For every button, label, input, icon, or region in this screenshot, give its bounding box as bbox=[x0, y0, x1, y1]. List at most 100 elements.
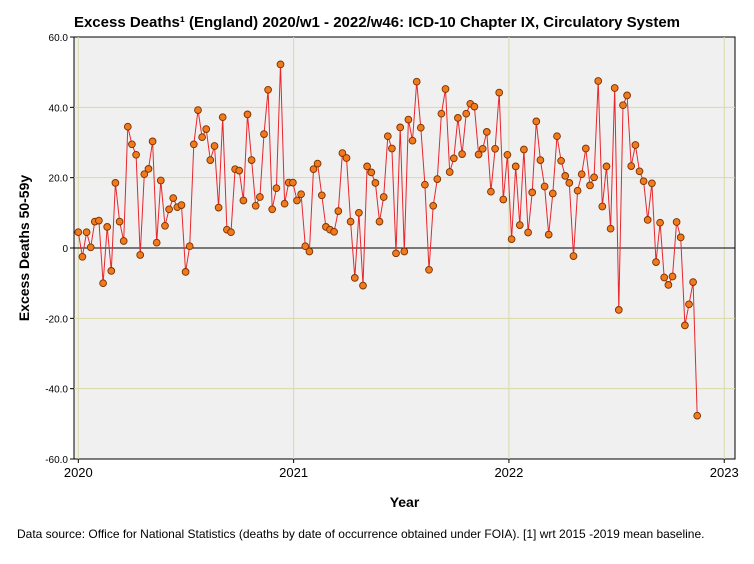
data-point bbox=[301, 242, 310, 251]
data-point bbox=[668, 272, 677, 281]
data-point bbox=[635, 167, 644, 176]
data-point bbox=[371, 179, 380, 187]
data-point bbox=[78, 252, 87, 261]
data-point bbox=[243, 110, 252, 119]
data-source-footnote: Data source: Office for National Statist… bbox=[17, 527, 705, 541]
data-point bbox=[458, 150, 466, 158]
data-point bbox=[441, 85, 450, 93]
data-point bbox=[425, 265, 433, 274]
data-point bbox=[189, 140, 198, 149]
chart-title: Excess Deaths¹ (England) 2020/w1 - 2022/… bbox=[74, 14, 680, 31]
data-point bbox=[689, 278, 697, 286]
data-point bbox=[388, 144, 396, 153]
data-point bbox=[652, 258, 660, 266]
data-point bbox=[598, 202, 607, 211]
data-point bbox=[363, 162, 371, 171]
data-point bbox=[177, 201, 186, 209]
data-point bbox=[383, 132, 392, 141]
data-point bbox=[524, 228, 532, 237]
data-point bbox=[334, 207, 343, 215]
data-point bbox=[664, 281, 673, 289]
data-point bbox=[111, 179, 120, 187]
data-point bbox=[610, 84, 619, 92]
data-point bbox=[181, 268, 190, 276]
data-point bbox=[660, 273, 669, 282]
data-point bbox=[454, 114, 462, 122]
data-point bbox=[495, 88, 504, 97]
data-point bbox=[693, 411, 702, 420]
data-point bbox=[123, 122, 132, 131]
data-point bbox=[264, 85, 272, 94]
data-point bbox=[577, 170, 586, 179]
data-point bbox=[202, 125, 211, 133]
data-point bbox=[478, 144, 487, 153]
y-axis: 60.0 40.0 20.0 0 -20.0 -40.0 -60.0 bbox=[45, 33, 74, 466]
data-point bbox=[511, 162, 520, 171]
data-point bbox=[276, 60, 285, 69]
data-point bbox=[280, 199, 289, 208]
data-point bbox=[540, 182, 549, 191]
data-point bbox=[185, 242, 194, 251]
data-point bbox=[355, 208, 363, 217]
data-point bbox=[338, 149, 347, 157]
data-point bbox=[392, 249, 400, 258]
data-point bbox=[293, 196, 301, 205]
data-point bbox=[590, 173, 598, 182]
data-point bbox=[581, 144, 590, 153]
data-point bbox=[520, 145, 528, 154]
data-point bbox=[305, 247, 314, 256]
data-point bbox=[379, 193, 388, 201]
data-point bbox=[404, 115, 413, 124]
y-tick-label: 0 bbox=[62, 244, 68, 255]
data-point bbox=[491, 144, 499, 153]
data-point bbox=[107, 267, 116, 275]
data-point bbox=[685, 300, 693, 309]
data-point bbox=[507, 235, 516, 244]
data-point bbox=[214, 203, 223, 212]
data-point bbox=[648, 179, 656, 188]
data-point bbox=[103, 223, 112, 231]
data-point bbox=[165, 205, 173, 214]
x-axis-title: Year bbox=[390, 494, 420, 510]
data-point bbox=[82, 228, 91, 237]
data-point bbox=[198, 133, 206, 142]
data-point bbox=[553, 132, 561, 141]
y-tick-label: 20.0 bbox=[49, 174, 69, 185]
data-point bbox=[627, 162, 636, 170]
data-point bbox=[256, 193, 264, 201]
data-point bbox=[623, 91, 631, 100]
data-point bbox=[317, 191, 326, 200]
data-point bbox=[421, 180, 429, 189]
x-axis: 2020 2021 2022 2023 bbox=[64, 459, 739, 480]
data-point bbox=[140, 170, 149, 179]
data-point bbox=[639, 177, 648, 186]
data-point bbox=[482, 128, 491, 136]
data-point bbox=[359, 281, 367, 290]
y-tick-label: 40.0 bbox=[49, 103, 69, 114]
y-tick-label: -60.0 bbox=[45, 455, 68, 466]
data-point bbox=[412, 77, 421, 86]
data-point bbox=[429, 201, 438, 210]
data-point bbox=[631, 141, 640, 149]
data-point bbox=[260, 130, 268, 138]
data-point bbox=[437, 109, 446, 118]
data-point bbox=[194, 106, 202, 114]
data-point bbox=[569, 252, 578, 260]
data-point bbox=[676, 233, 685, 242]
data-point bbox=[586, 181, 594, 190]
data-point bbox=[573, 186, 582, 195]
data-point bbox=[128, 140, 136, 149]
data-point bbox=[619, 101, 627, 110]
y-tick-label: -40.0 bbox=[45, 385, 68, 396]
y-axis-title: Excess Deaths 50-59y bbox=[16, 175, 32, 322]
data-point bbox=[247, 156, 256, 164]
data-point bbox=[99, 279, 107, 288]
data-point bbox=[400, 247, 409, 256]
data-point bbox=[408, 136, 417, 145]
data-point bbox=[235, 166, 244, 175]
data-point bbox=[144, 165, 153, 173]
data-point bbox=[487, 187, 495, 196]
data-point bbox=[656, 218, 664, 227]
data-point bbox=[561, 172, 570, 180]
